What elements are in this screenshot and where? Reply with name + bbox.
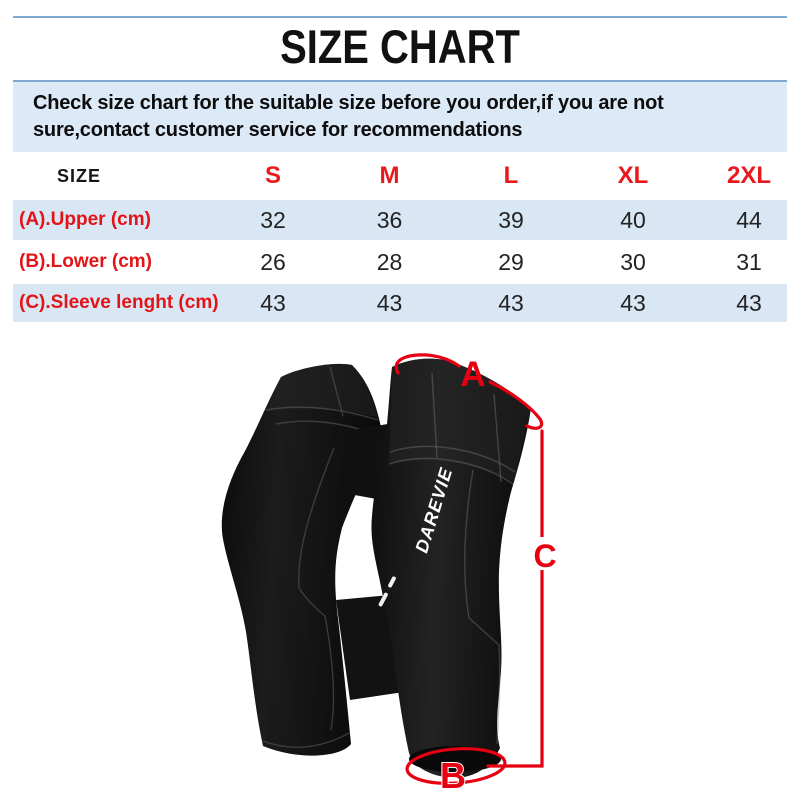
sleeve-right-cuff	[389, 358, 531, 482]
sleeve-shadow-lower	[336, 595, 404, 700]
header-col-l: L	[503, 162, 519, 189]
size-value: 43	[620, 289, 646, 316]
measurement-b-ellipse	[405, 747, 507, 785]
sleeve-left-shape	[221, 363, 382, 756]
page-title: SIZE CHART	[0, 18, 800, 74]
measurement-a-label: A	[460, 355, 485, 394]
measurement-a-arc-right	[488, 380, 544, 430]
page-title-text: SIZE CHART	[280, 19, 520, 73]
mid-divider	[13, 80, 787, 82]
size-value: 43	[498, 289, 524, 316]
row-label: (B).Lower (cm)	[19, 251, 152, 272]
size-value: 39	[498, 206, 524, 233]
size-value: 43	[376, 289, 403, 316]
size-table-header: SIZE S M L XL 2XL	[13, 152, 787, 200]
size-value: 43	[260, 289, 286, 316]
size-value: 43	[736, 289, 762, 316]
table-row-sleeve-length: (C).Sleeve lenght (cm) 43 43 43 43 43	[13, 284, 787, 322]
header-col-s: S	[264, 162, 281, 189]
size-value: 29	[498, 248, 524, 275]
sleeve-left-cuff	[267, 363, 378, 418]
measurement-c-label: C	[533, 538, 556, 574]
table-row-lower: (B).Lower (cm) 26 28 29 30 31	[13, 240, 787, 284]
table-row-upper: (A).Upper (cm) 32 36 39 40 44	[13, 200, 787, 240]
notice-line-2: sure,contact customer service for recomm…	[33, 119, 523, 141]
size-value: 28	[376, 248, 403, 275]
sleeve-left-seams	[262, 366, 379, 748]
size-value: 40	[620, 206, 646, 233]
size-value: 36	[376, 206, 403, 233]
header-col-xl: XL	[617, 162, 649, 189]
size-value: 26	[260, 248, 286, 275]
product-photo-leg-sleeves: DAREVIE A C B	[221, 353, 558, 797]
reflective-mark	[378, 576, 396, 607]
sleeve-right-seams	[388, 372, 516, 745]
header-col-m: M	[379, 162, 400, 189]
size-value: 31	[736, 248, 762, 275]
size-value: 44	[736, 206, 762, 233]
size-table: SIZE S M L XL 2XL (A).Upper (cm) 32 36 3…	[13, 152, 787, 322]
c-label-gap	[530, 537, 558, 570]
size-value: 30	[620, 248, 646, 275]
row-label: (C).Sleeve lenght (cm)	[19, 292, 219, 313]
size-value: 32	[260, 206, 286, 233]
header-col-2xl: 2XL	[726, 162, 771, 189]
row-label: (A).Upper (cm)	[19, 209, 151, 230]
header-size-label: SIZE	[57, 165, 102, 186]
measurement-b-label: B	[440, 755, 466, 796]
notice-line-1: Check size chart for the suitable size b…	[33, 92, 664, 114]
notice-banner: Check size chart for the suitable size b…	[13, 82, 787, 152]
measurement-a-arc-left	[394, 353, 461, 375]
top-divider	[13, 16, 787, 18]
